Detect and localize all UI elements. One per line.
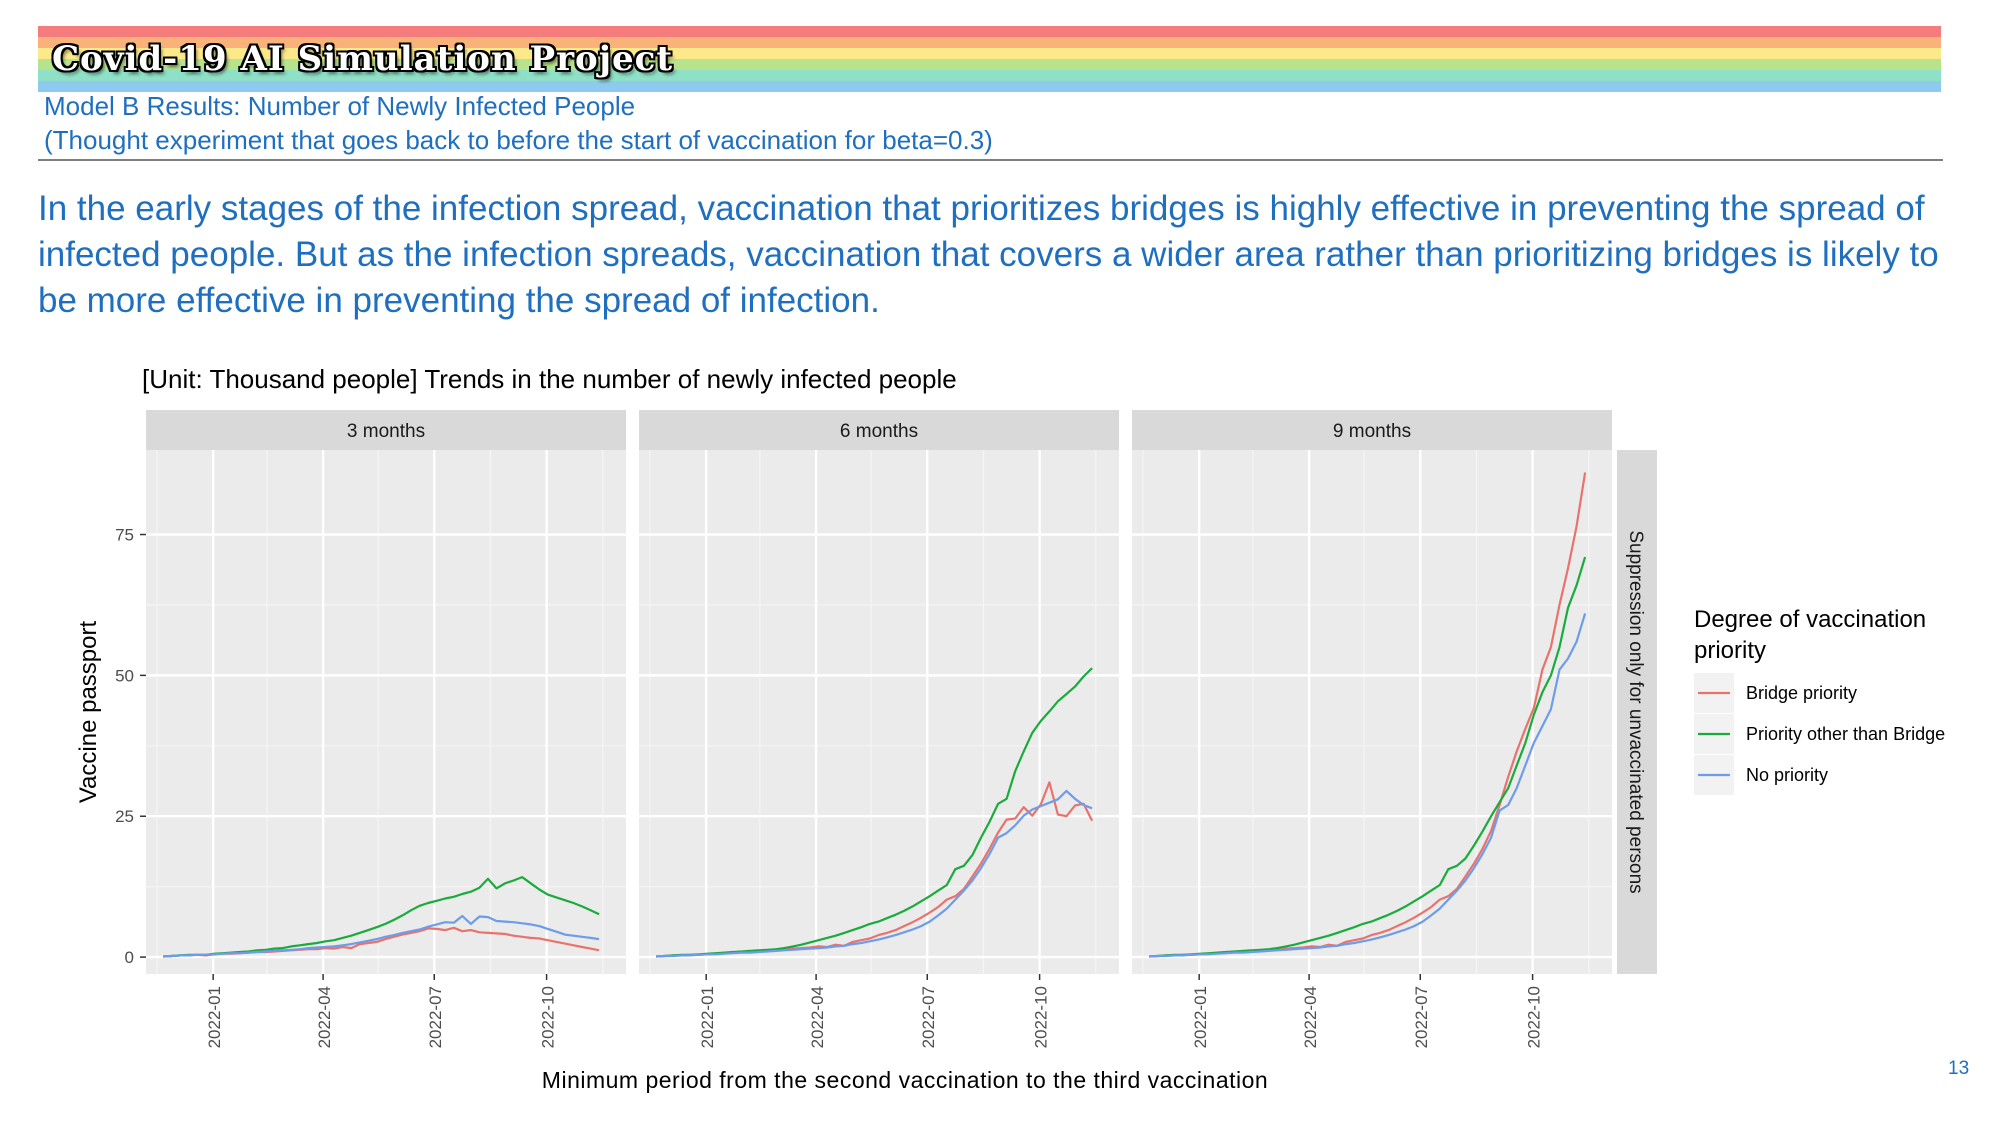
x-tick-label: 2022-10 [1525,986,1544,1048]
y-tick-label: 50 [115,666,134,685]
y-tick-label: 25 [115,807,134,826]
slide-subtitle-line2: (Thought experiment that goes back to be… [44,125,993,155]
project-title: Covid-19 AI Simulation Project [52,39,674,79]
x-tick-label: 2022-01 [698,986,717,1048]
header-divider [38,159,1943,161]
row-strip [1617,450,1657,974]
facet-strip-label: 3 months [347,421,425,442]
x-tick-label: 2022-04 [315,986,334,1048]
x-tick-label: 2022-10 [539,986,558,1048]
series-line-priority-other-than-bridge [1149,556,1587,958]
x-tick-label: 2022-07 [919,986,938,1048]
x-tick-label: 2022-04 [1301,986,1320,1048]
x-tick-label: 2022-01 [1191,986,1210,1048]
panel-background [146,450,626,974]
facet-strip-label: 6 months [840,421,918,442]
facet-strip [1132,410,1612,450]
rainbow-stripe [38,70,1941,81]
x-tick-label: 2022-07 [426,986,445,1048]
x-tick-label: 2022-10 [1032,986,1051,1048]
x-tick-label: 2022-04 [808,986,827,1048]
panel-background [639,450,1119,974]
x-tick-label: 2022-07 [1412,986,1431,1048]
slide-subtitle-line1: Model B Results: Number of Newly Infecte… [44,91,636,121]
rainbow-stripe [38,37,1941,48]
y-axis-title: Vaccine passport [75,621,102,804]
series-line-no-priority [163,914,600,958]
facet-strip [639,410,1119,450]
x-axis-title: Minimum period from the second vaccinati… [542,1067,1268,1093]
panel-background [1132,450,1612,974]
legend-title: Degree of vaccination priority [1694,606,1926,664]
series-line-no-priority [656,789,1093,958]
summary-text: In the early stages of the infection spr… [38,189,1939,320]
legend-label: Bridge priority [1746,683,1857,703]
row-strip-label: Suppression only for unvaccinated person… [1625,530,1646,893]
series-line-priority-other-than-bridge [656,667,1093,958]
legend-label: Priority other than Bridge [1746,724,1945,744]
y-tick-label: 0 [125,948,134,967]
legend-label: No priority [1746,765,1828,785]
page-number: 13 [1948,1058,1970,1079]
rainbow-stripe [38,26,1941,37]
facet-strip [146,410,626,450]
series-line-no-priority [1149,613,1587,958]
chart-title: [Unit: Thousand people] Trends in the nu… [142,364,957,394]
y-tick-label: 75 [115,526,134,545]
facet-strip-label: 9 months [1333,421,1411,442]
rainbow-stripe [38,48,1941,59]
x-tick-label: 2022-01 [205,986,224,1048]
rainbow-stripe [38,81,1941,92]
rainbow-stripe [38,59,1941,70]
rainbow-banner [38,26,1941,92]
